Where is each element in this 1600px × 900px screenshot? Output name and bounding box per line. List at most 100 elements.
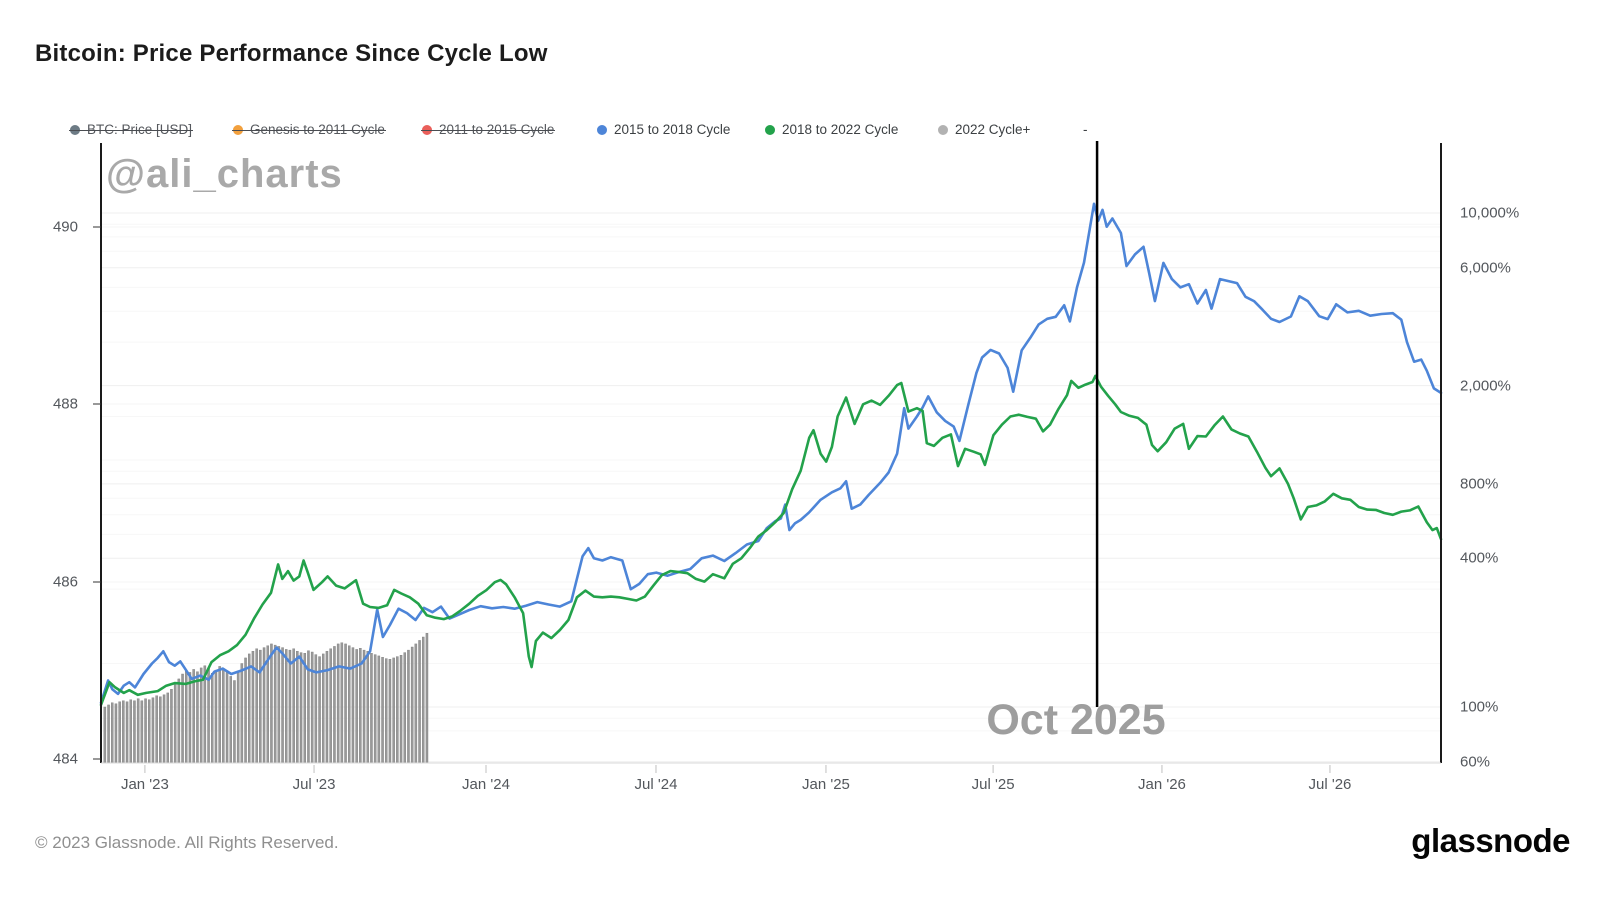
y-left-tick-label: 490 (52, 218, 78, 236)
bar (259, 649, 262, 764)
x-tick-label: Jul '23 (292, 776, 336, 793)
bar (162, 694, 166, 764)
x-tick-label: Jul '24 (634, 776, 678, 793)
bar (273, 644, 277, 764)
legend-dot-icon (938, 124, 948, 135)
x-tick-label: Jan '23 (120, 776, 169, 793)
bar (325, 651, 329, 764)
legend-item-label: 2015 to 2018 Cycle (614, 122, 731, 137)
bar (181, 673, 184, 764)
bar (122, 700, 125, 764)
bar (159, 696, 162, 764)
bar (385, 658, 388, 764)
bar (244, 657, 247, 764)
bar (255, 648, 258, 764)
bar (285, 649, 288, 764)
legend-dot-icon (597, 124, 607, 135)
bar (214, 669, 218, 764)
x-tick-label: Jan '24 (462, 776, 510, 793)
bar (277, 646, 281, 764)
bar (247, 653, 251, 764)
bar (340, 642, 344, 764)
line-2015-to-2018-cycle (99, 202, 1443, 705)
y-right-tick-label: 400% (1460, 549, 1499, 567)
bar (210, 673, 214, 764)
legend-item-label: - (1083, 122, 1088, 137)
y-left-tick-label: 488 (52, 395, 78, 413)
bar (366, 651, 370, 764)
bar (222, 669, 225, 764)
bar (288, 649, 292, 764)
x-tick-label: Jan '26 (1137, 776, 1186, 793)
bar (407, 649, 410, 764)
bar (333, 646, 336, 764)
y-right-tick-label: 6,000% (1460, 259, 1511, 277)
bar (155, 695, 158, 764)
bar (329, 648, 332, 764)
legend-item-2011-to-2015-cycle[interactable]: 2011 to 2015 Cycle (420, 122, 556, 137)
bar (140, 700, 144, 764)
y-right-tick-label: 800% (1460, 475, 1499, 493)
bar (336, 643, 340, 764)
bar (425, 633, 429, 764)
bar (129, 699, 132, 764)
bar (392, 657, 395, 764)
y-right-tick-label: 100% (1460, 698, 1499, 716)
bar (151, 697, 155, 764)
glassnode-logo: glassnode (1411, 822, 1570, 859)
y-left-tick-label: 484 (52, 750, 78, 768)
legend-item-label: 2022 Cycle+ (955, 122, 1031, 137)
bar (133, 700, 136, 764)
bar (414, 643, 418, 764)
bar (381, 657, 384, 764)
bar (199, 667, 203, 764)
bar (188, 672, 192, 764)
bar (299, 652, 303, 764)
x-tick-label: Jul '26 (1308, 776, 1352, 793)
bar (207, 668, 210, 764)
legend-item-2018-to-2022-cycle[interactable]: 2018 to 2022 Cycle (765, 122, 898, 137)
bar (418, 640, 421, 764)
bar (281, 647, 284, 764)
y-right-tick-label: 2,000% (1460, 377, 1511, 395)
bar (303, 653, 307, 764)
legend-item-btc-price-usd[interactable]: BTC: Price [USD] (68, 122, 194, 137)
copyright-text: © 2023 Glassnode. All Rights Reserved. (35, 833, 339, 852)
legend-item-[interactable]: - (1083, 122, 1088, 137)
bar (399, 655, 403, 764)
bar (192, 669, 195, 764)
bar (373, 654, 377, 764)
bar (310, 651, 314, 764)
legend-item-2022-cycle[interactable]: 2022 Cycle+ (938, 122, 1030, 137)
bar (229, 676, 232, 764)
bar (136, 698, 140, 764)
x-tick-label: Jul '25 (971, 776, 1015, 793)
bar (410, 646, 414, 764)
bars-2022-cycle-series (103, 633, 429, 764)
bar (396, 656, 399, 764)
bar (170, 689, 173, 764)
bar (114, 703, 118, 764)
bar (103, 706, 107, 764)
bar (270, 643, 273, 764)
watermark: @ali_charts (106, 152, 343, 196)
bar (292, 648, 295, 764)
bar (388, 659, 392, 764)
bar (107, 704, 110, 764)
bar (240, 663, 244, 764)
bar (173, 683, 177, 764)
legend-item-genesis-to-2011-cycle[interactable]: Genesis to 2011 Cycle (232, 122, 386, 137)
line-2018-to-2022-cycle (99, 374, 1443, 707)
bar (177, 678, 181, 764)
bar (377, 655, 381, 764)
y-right-tick-label: 10,000% (1460, 204, 1520, 222)
bar (296, 651, 299, 764)
bar (348, 645, 351, 764)
legend-item-2015-to-2018-cycle[interactable]: 2015 to 2018 Cycle (597, 122, 730, 137)
bar (218, 666, 221, 764)
bar (110, 702, 114, 764)
bar (236, 670, 240, 764)
bar (144, 698, 147, 764)
legend-dot-icon (765, 124, 775, 135)
